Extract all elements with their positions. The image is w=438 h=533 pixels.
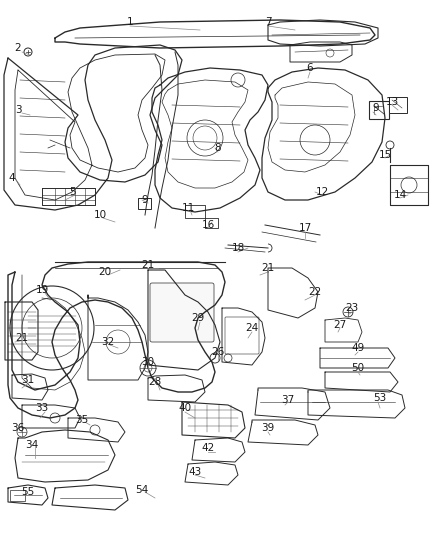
Text: 54: 54 [135,485,148,495]
FancyBboxPatch shape [150,283,214,342]
Text: 11: 11 [181,203,194,213]
FancyBboxPatch shape [225,317,259,354]
Text: 35: 35 [75,415,88,425]
Text: 37: 37 [281,395,295,405]
Text: 5: 5 [69,187,75,197]
Text: 3: 3 [15,105,21,115]
Text: 22: 22 [308,287,321,297]
Text: 26: 26 [212,347,225,357]
FancyBboxPatch shape [138,198,151,208]
Text: 14: 14 [393,190,406,200]
Text: 23: 23 [346,303,359,313]
Text: 2: 2 [15,43,21,53]
Text: 8: 8 [215,143,221,153]
Text: 10: 10 [93,210,106,220]
Text: 30: 30 [141,357,155,367]
Text: 39: 39 [261,423,275,433]
Text: 17: 17 [298,223,311,233]
Text: 50: 50 [351,363,364,373]
FancyBboxPatch shape [389,97,407,113]
Text: 43: 43 [188,467,201,477]
Text: 21: 21 [15,333,28,343]
FancyBboxPatch shape [10,489,25,500]
Text: 12: 12 [315,187,328,197]
Text: 49: 49 [351,343,364,353]
Text: 18: 18 [231,243,245,253]
Text: 29: 29 [191,313,205,323]
Text: 19: 19 [35,285,49,295]
Text: 9: 9 [373,103,379,113]
Text: 21: 21 [261,263,275,273]
Text: 1: 1 [127,17,133,27]
Text: 20: 20 [99,267,112,277]
Text: 4: 4 [9,173,15,183]
Text: 6: 6 [307,63,313,73]
Text: 21: 21 [141,260,155,270]
Text: 53: 53 [373,393,387,403]
Text: 33: 33 [35,403,49,413]
Text: 9: 9 [141,195,148,205]
Text: 7: 7 [265,17,271,27]
Text: 40: 40 [178,403,191,413]
Text: 42: 42 [201,443,215,453]
FancyBboxPatch shape [369,101,389,119]
Text: 16: 16 [201,220,215,230]
Text: 32: 32 [101,337,115,347]
Text: 55: 55 [21,487,35,497]
Text: 13: 13 [385,97,399,107]
Text: 28: 28 [148,377,162,387]
Text: 31: 31 [21,375,35,385]
Text: 15: 15 [378,150,392,160]
Text: 24: 24 [245,323,258,333]
Text: 34: 34 [25,440,39,450]
Text: 36: 36 [11,423,25,433]
Text: 27: 27 [333,320,346,330]
